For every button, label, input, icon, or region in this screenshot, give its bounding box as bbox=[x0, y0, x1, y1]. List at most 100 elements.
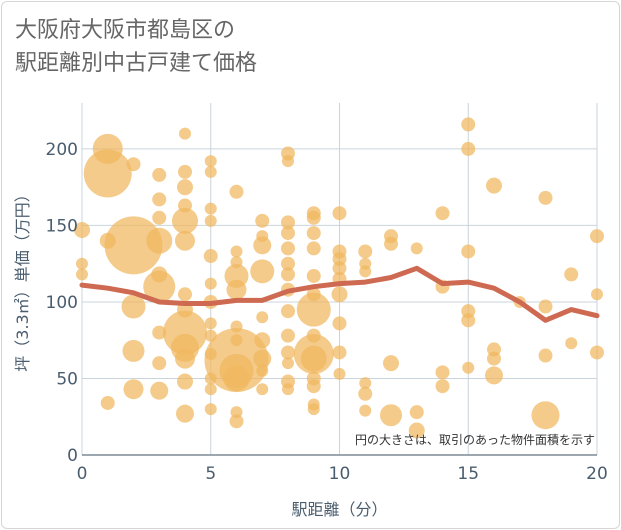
bubble-point bbox=[104, 216, 163, 275]
bubble-point bbox=[122, 339, 145, 362]
bubble-point bbox=[204, 277, 217, 290]
y-tick-label: 150 bbox=[46, 216, 78, 236]
bubble-point bbox=[281, 267, 295, 282]
bubble-series bbox=[74, 117, 604, 439]
bubble-point bbox=[485, 366, 503, 385]
bubble-point bbox=[538, 348, 553, 363]
bubble-point bbox=[281, 345, 295, 360]
y-axis-ticks: 0 50 100 150 200 bbox=[46, 140, 78, 466]
bubble-point bbox=[410, 242, 423, 255]
bubble-point bbox=[306, 241, 321, 256]
bubble-point bbox=[226, 279, 247, 300]
bubble-point bbox=[384, 236, 398, 251]
bubble-point bbox=[204, 214, 217, 227]
bubble-point bbox=[306, 268, 321, 283]
bubble-point bbox=[230, 245, 243, 258]
bubble-point bbox=[255, 213, 270, 228]
bubble-point bbox=[204, 155, 217, 168]
bubble-point bbox=[204, 403, 217, 416]
bubble-point bbox=[282, 383, 294, 396]
bubble-size-note: 円の大きさは、取引のあった物件面積を示す bbox=[355, 432, 595, 447]
bubble-point bbox=[538, 299, 553, 314]
bubble-point bbox=[435, 365, 450, 380]
bubble-point bbox=[256, 383, 269, 396]
x-tick-label: 0 bbox=[77, 464, 88, 484]
bubble-point bbox=[229, 184, 244, 199]
bubble-point bbox=[176, 404, 194, 423]
bubble-point bbox=[177, 373, 193, 390]
bubble-point bbox=[76, 268, 88, 281]
bubble-point bbox=[307, 403, 320, 416]
bubble-point bbox=[487, 351, 501, 366]
bubble-point bbox=[250, 259, 275, 284]
bubble-point bbox=[359, 265, 372, 278]
bubble-point bbox=[333, 367, 346, 380]
bubble-point bbox=[223, 365, 250, 392]
x-tick-label: 5 bbox=[205, 464, 216, 484]
bubble-point bbox=[380, 404, 402, 427]
bubble-point bbox=[590, 345, 604, 360]
x-axis-ticks: 0 5 10 15 20 bbox=[77, 464, 608, 484]
bubble-point bbox=[256, 364, 269, 377]
bubble-point bbox=[253, 236, 272, 255]
bubble-point bbox=[486, 177, 502, 194]
bubble-point bbox=[300, 345, 327, 372]
bubble-point bbox=[281, 241, 295, 256]
bubble-point bbox=[178, 164, 192, 179]
bubble-point bbox=[409, 405, 424, 420]
y-axis-label: 坪（3.3㎡）単価（万円） bbox=[13, 186, 32, 371]
bubble-point bbox=[359, 404, 372, 417]
bubble-point bbox=[204, 317, 217, 330]
bubble-point bbox=[152, 356, 167, 371]
bubble-point bbox=[359, 377, 372, 390]
bubble-point bbox=[76, 257, 88, 270]
chart-title-line-1: 大阪府大阪市都島区の bbox=[15, 18, 236, 43]
bubble-point bbox=[296, 292, 331, 327]
bubble-point bbox=[461, 313, 476, 328]
bubble-point bbox=[564, 267, 579, 282]
bubble-point bbox=[152, 167, 167, 182]
bubble-point bbox=[92, 133, 123, 164]
bubble-point bbox=[152, 325, 167, 340]
y-tick-label: 100 bbox=[46, 293, 78, 313]
bubble-point bbox=[531, 401, 560, 430]
bubble-point bbox=[358, 386, 373, 401]
bubble-point bbox=[179, 127, 191, 140]
bubble-point bbox=[565, 337, 578, 350]
bubble-point bbox=[203, 249, 218, 264]
bubble-point bbox=[175, 230, 195, 251]
x-axis-label: 駅距離（分） bbox=[291, 500, 387, 519]
trend-line bbox=[79, 265, 600, 323]
bubble-point bbox=[306, 210, 321, 225]
bubble-point bbox=[121, 294, 146, 319]
bubble-point bbox=[591, 288, 603, 301]
bubble-point bbox=[332, 345, 347, 360]
bubble-point bbox=[332, 261, 347, 276]
bubble-point bbox=[461, 141, 476, 156]
bubble-point bbox=[175, 348, 195, 369]
bubble-point bbox=[461, 244, 476, 259]
bubble-point bbox=[281, 215, 295, 230]
bubble-point bbox=[282, 357, 294, 370]
bubble-point bbox=[204, 165, 217, 178]
y-tick-label: 50 bbox=[56, 369, 78, 389]
bubble-point bbox=[408, 422, 425, 439]
bubble-point bbox=[253, 349, 272, 368]
bubble-point bbox=[256, 311, 269, 324]
chart-title: 大阪府大阪市都島区の 駅距離別中古戸建て価格 bbox=[15, 14, 257, 80]
bubble-point bbox=[100, 395, 115, 410]
bubble-point bbox=[172, 207, 198, 234]
bubble-point bbox=[150, 381, 169, 400]
bubble-point bbox=[204, 202, 217, 215]
bubble-point bbox=[281, 328, 295, 343]
y-tick-label: 200 bbox=[46, 140, 78, 160]
x-tick-label: 10 bbox=[329, 464, 351, 484]
bubble-point bbox=[538, 190, 553, 205]
bubble-point bbox=[254, 332, 271, 349]
bubble-point bbox=[282, 155, 294, 168]
bubble-point bbox=[281, 256, 295, 271]
bubble-point bbox=[143, 270, 176, 303]
bubble-point bbox=[435, 206, 450, 221]
